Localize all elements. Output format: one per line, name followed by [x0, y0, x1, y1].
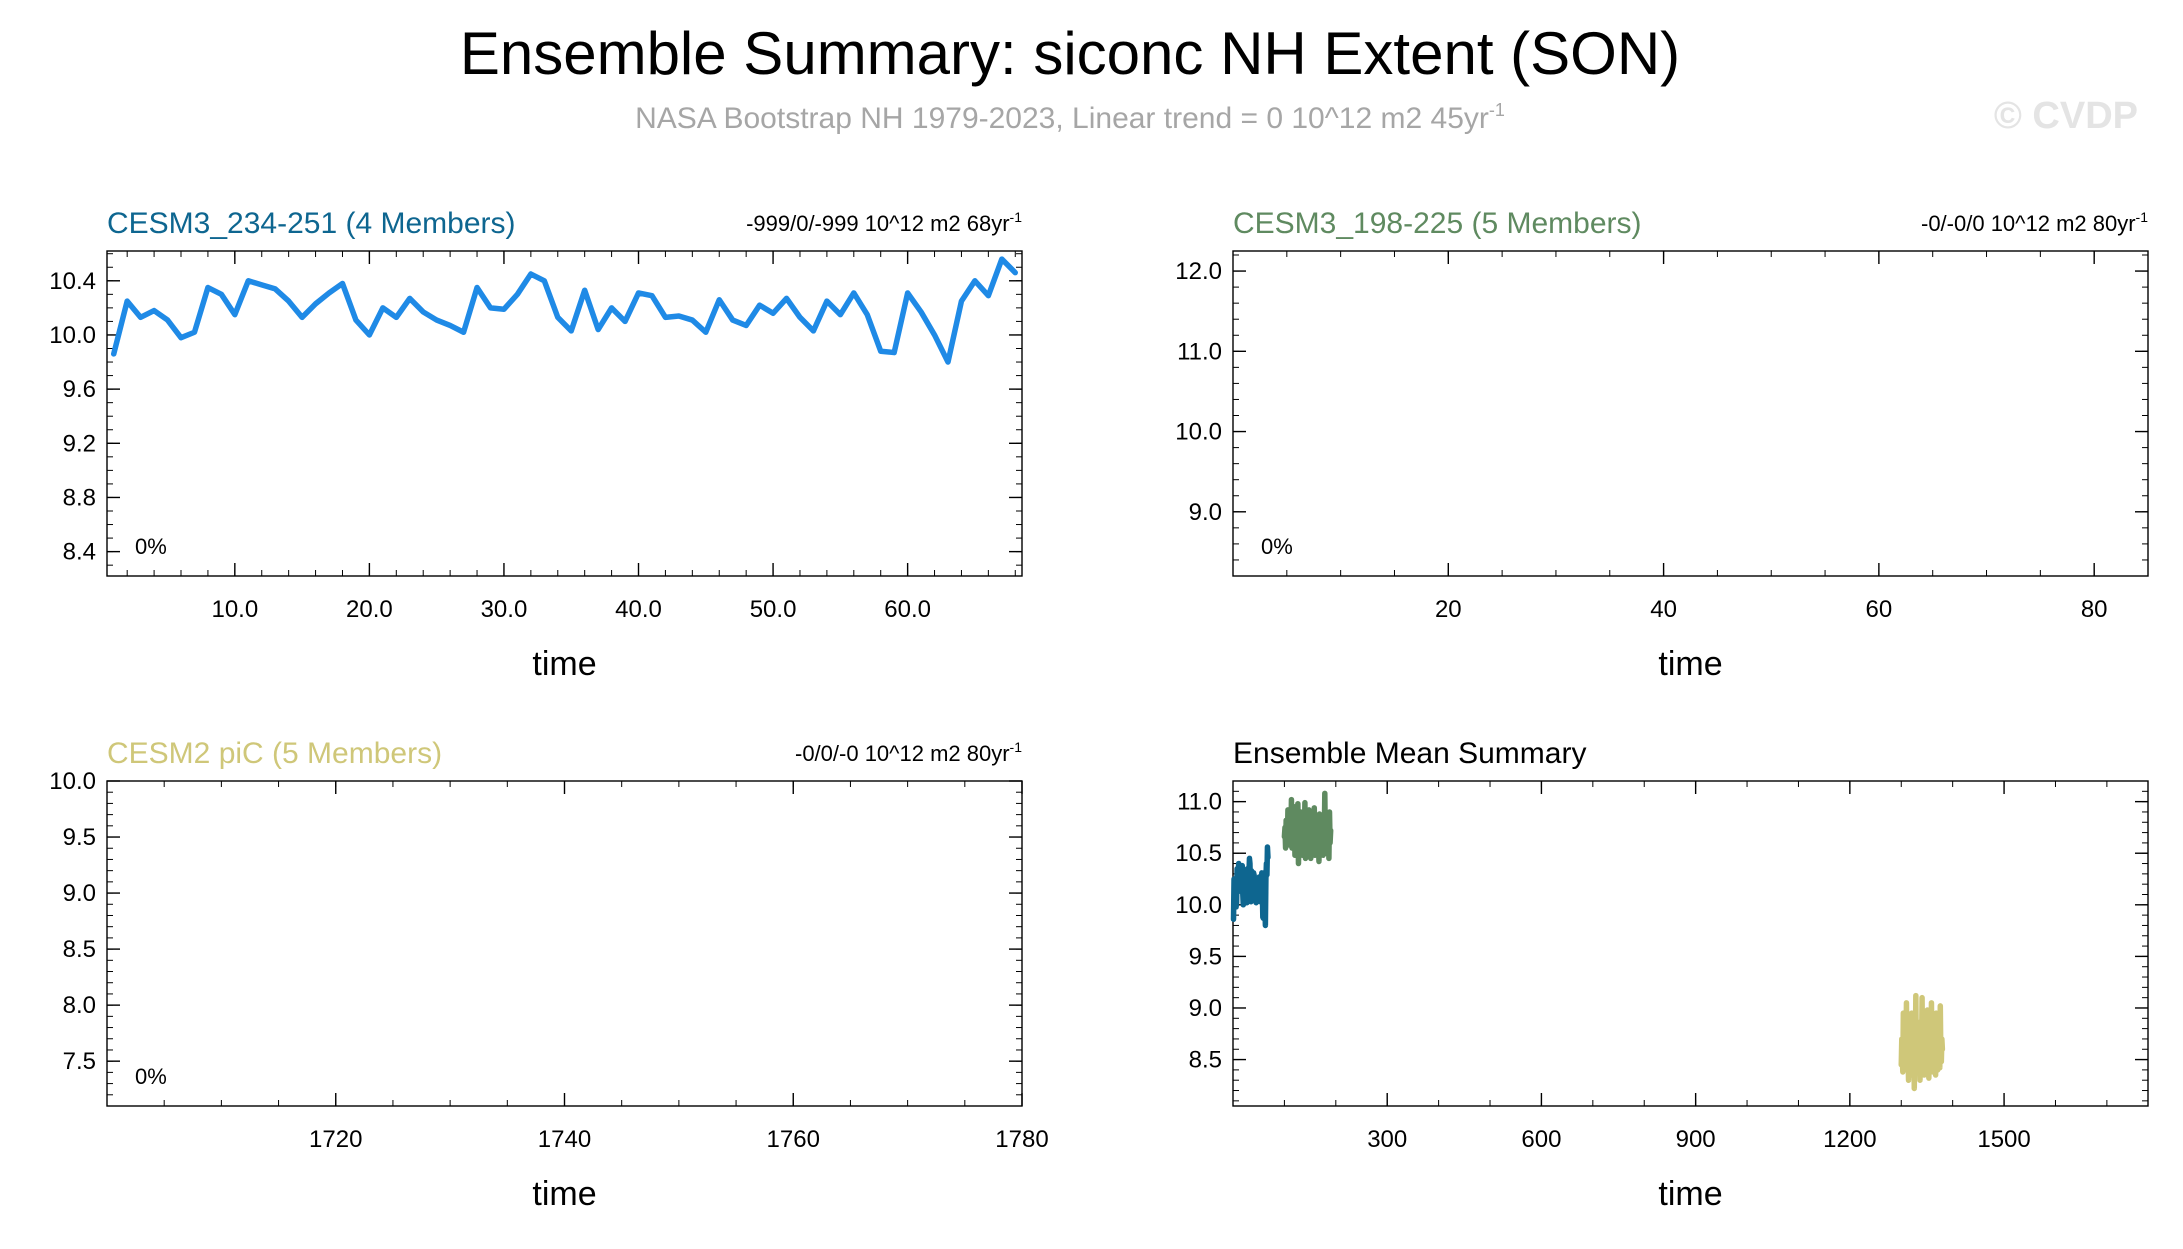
x-tick-label: 1500 — [1977, 1126, 2030, 1153]
y-tick-label: 10.0 — [49, 322, 96, 349]
y-tick-label: 9.2 — [63, 430, 96, 457]
panel-title: CESM2 piC (5 Members) — [107, 737, 442, 770]
x-axis-title: time — [532, 645, 596, 683]
plot-frame — [1232, 250, 2149, 577]
x-tick-label: 60.0 — [884, 596, 931, 623]
y-tick-label: 10.5 — [1175, 840, 1222, 867]
x-tick-label: 20 — [1435, 596, 1462, 623]
y-tick-label: 8.8 — [63, 484, 96, 511]
x-tick-label: 60 — [1866, 596, 1893, 623]
y-tick-label: 11.0 — [1177, 338, 1222, 365]
y-tick-label: 9.6 — [63, 376, 96, 403]
figure-subtitle-main: NASA Bootstrap NH 1979-2023, Linear tren… — [635, 102, 1489, 135]
series-line — [1898, 992, 1946, 1092]
y-tick-label: 8.5 — [1189, 1047, 1222, 1074]
panel-title: CESM3_234-251 (4 Members) — [107, 207, 516, 240]
x-tick-label: 600 — [1521, 1126, 1561, 1153]
x-tick-label: 40 — [1650, 596, 1677, 623]
figure-subtitle-sup: -1 — [1489, 100, 1505, 120]
y-tick-label: 9.5 — [63, 824, 96, 851]
x-tick-label: 300 — [1367, 1126, 1407, 1153]
trend-label-main: -0/0/-0 10^12 m2 80yr — [795, 741, 1010, 766]
x-tick-label: 40.0 — [615, 596, 662, 623]
plot-frame — [106, 250, 1023, 577]
plot-frame — [106, 780, 1023, 1107]
x-axis-title: time — [1658, 1175, 1722, 1213]
x-tick-label: 1720 — [309, 1126, 362, 1153]
y-tick-label: 12.0 — [1175, 258, 1222, 285]
x-axis-title: time — [1658, 645, 1722, 683]
y-tick-label: 10.4 — [49, 268, 96, 295]
x-tick-label: 1200 — [1823, 1126, 1876, 1153]
trend-label: -0/0/-0 10^12 m2 80yr-1 — [795, 739, 1022, 766]
percent-label: 0% — [135, 534, 167, 559]
y-tick-label: 8.5 — [63, 936, 96, 963]
x-tick-label: 1740 — [538, 1126, 591, 1153]
figure-title: Ensemble Summary: siconc NH Extent (SON) — [460, 20, 1680, 87]
figure-subtitle: NASA Bootstrap NH 1979-2023, Linear tren… — [635, 100, 1505, 135]
x-tick-label: 10.0 — [211, 596, 258, 623]
x-axis-title: time — [532, 1175, 596, 1213]
y-tick-label: 9.0 — [1189, 995, 1222, 1022]
chart-panel-3: CESM2 piC (5 Members) -0/0/-0 10^12 m2 80… — [49, 737, 1048, 1213]
x-tick-label: 30.0 — [481, 596, 528, 623]
chart-panel-4: Ensemble Mean Summary 300 600 900 1200 1500 8.… — [1175, 737, 2149, 1213]
y-tick-label: 9.5 — [1189, 943, 1222, 970]
plot-frame — [1232, 780, 2149, 1107]
chart-panel-1: CESM3_234-251 (4 Members) -999/0/-999 10^… — [49, 207, 1023, 683]
trend-label-sup: -1 — [1010, 209, 1023, 225]
x-tick-label: 900 — [1676, 1126, 1716, 1153]
y-tick-label: 10.0 — [49, 768, 96, 795]
x-tick-label: 20.0 — [346, 596, 393, 623]
trend-label-main: -999/0/-999 10^12 m2 68yr — [746, 211, 1009, 236]
y-tick-label: 9.0 — [1189, 499, 1222, 526]
series-line — [1230, 844, 1271, 929]
x-tick-label: 80 — [2081, 596, 2108, 623]
watermark: © CVDP — [1994, 95, 2138, 137]
y-tick-label: 8.0 — [63, 992, 96, 1019]
trend-label-main: -0/-0/0 10^12 m2 80yr — [1921, 211, 2136, 236]
y-tick-label: 10.0 — [1175, 892, 1222, 919]
percent-label: 0% — [135, 1064, 167, 1089]
panel-title: CESM3_198-225 (5 Members) — [1233, 207, 1642, 240]
y-tick-label: 8.4 — [63, 539, 96, 566]
trend-label-sup: -1 — [1010, 739, 1023, 755]
x-tick-label: 1780 — [995, 1126, 1048, 1153]
x-tick-label: 1760 — [767, 1126, 820, 1153]
series-line — [110, 256, 1019, 365]
x-tick-label: 50.0 — [750, 596, 797, 623]
trend-label-sup: -1 — [2136, 209, 2149, 225]
y-tick-label: 11.0 — [1177, 789, 1222, 816]
chart-panels: CESM3_234-251 (4 Members) -999/0/-999 10^… — [49, 207, 2149, 1213]
y-tick-label: 10.0 — [1175, 419, 1222, 446]
trend-label: -999/0/-999 10^12 m2 68yr-1 — [746, 209, 1022, 236]
trend-label: -0/-0/0 10^12 m2 80yr-1 — [1921, 209, 2148, 236]
y-tick-label: 7.5 — [63, 1048, 96, 1075]
y-tick-label: 9.0 — [63, 880, 96, 907]
panel-title: Ensemble Mean Summary — [1233, 737, 1586, 770]
percent-label: 0% — [1261, 534, 1293, 559]
series-line — [1281, 790, 1334, 867]
chart-panel-2: CESM3_198-225 (5 Members) -0/-0/0 10^12 m… — [1175, 207, 2149, 683]
